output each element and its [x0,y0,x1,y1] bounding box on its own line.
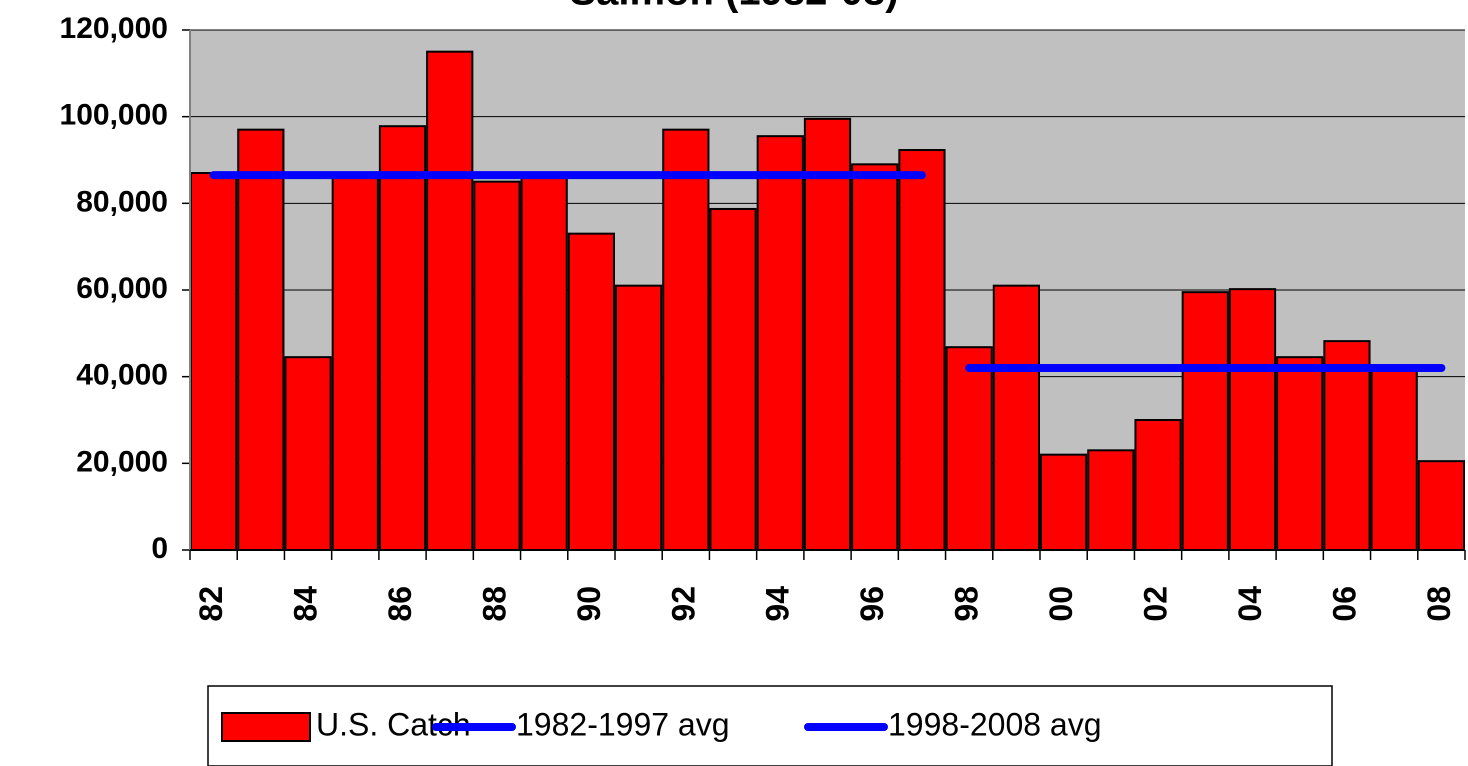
bar [520,172,568,551]
bar [190,172,238,551]
x-tick-label: 84 [288,586,324,622]
bar [1040,453,1088,551]
x-tick-label: 88 [476,586,512,622]
y-tick-label: 100,000 [60,99,168,132]
x-tick-label: 86 [382,586,418,622]
x-tick-label: 08 [1421,586,1457,622]
bar [567,232,615,552]
bar [992,284,1040,551]
bar [473,180,521,552]
y-tick-label: 40,000 [76,359,168,392]
bar [284,356,332,551]
bar [1370,367,1418,551]
bar [237,128,285,552]
x-tick-label: 92 [665,586,701,622]
y-tick-label: 0 [151,532,168,565]
bar [945,346,993,552]
x-tick-label: 82 [193,586,229,622]
bar [756,135,804,552]
x-tick-label: 04 [1232,586,1268,622]
bar [803,117,852,551]
bar [1134,419,1182,551]
x-tick-label: 06 [1326,586,1362,622]
y-tick-label: 120,000 [60,12,168,45]
bar [1276,356,1324,551]
bar [1181,291,1229,551]
x-tick-label: 00 [1043,586,1079,622]
x-tick-label: 94 [760,586,796,622]
bar [1417,460,1466,551]
bar [1323,340,1371,551]
x-tick-label: 96 [854,586,890,622]
x-tick-label: 90 [571,586,607,622]
x-tick-label: 98 [949,586,985,622]
x-tick-label: 02 [1138,586,1174,622]
legend-swatch [221,712,311,742]
y-tick-label: 80,000 [76,185,168,218]
bar [331,172,379,551]
legend-box [207,685,1333,766]
bar [1228,288,1277,551]
bar [615,284,663,551]
legend-label: 1998-2008 avg [888,706,1102,742]
bar [662,128,710,552]
legend-label: 1982-1997 avg [516,706,730,742]
bar [851,163,899,551]
bar [378,125,427,551]
bar [426,50,474,552]
bar [709,207,757,551]
y-tick-label: 20,000 [76,445,168,478]
bar [1087,449,1135,552]
chart-title: Salmon (1982-08) [569,0,898,14]
bar [898,149,946,552]
y-tick-label: 60,000 [76,272,168,305]
